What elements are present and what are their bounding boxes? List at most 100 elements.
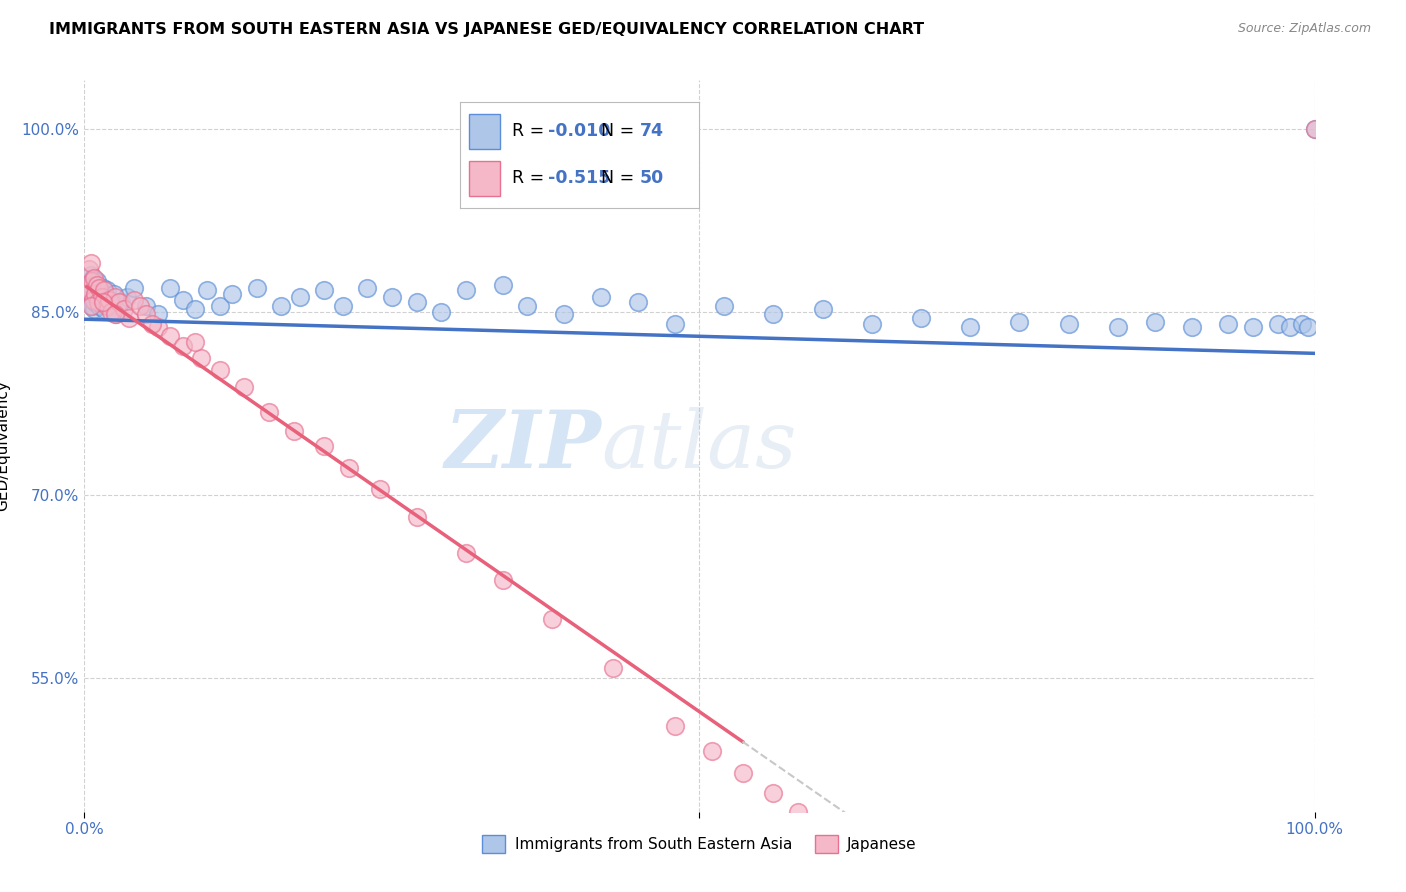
Point (98, 293, 120, 307)
Point (860, 317, 883, 331)
Point (148, 319, 170, 334)
Point (77, 283, 100, 297)
Point (811, 302, 834, 317)
Point (337, 461, 360, 475)
Point (76, 280, 98, 294)
Point (1181, 319, 1204, 334)
Point (627, 295, 650, 310)
Point (1303, 122, 1326, 136)
Point (700, 744, 723, 758)
Point (79, 283, 101, 297)
Point (141, 317, 163, 331)
Point (79, 274, 101, 288)
Point (381, 290, 404, 304)
Point (731, 765, 754, 780)
Point (910, 311, 932, 326)
Point (86, 278, 108, 293)
Point (87, 280, 111, 294)
Point (270, 299, 292, 313)
Point (1218, 317, 1240, 331)
Point (602, 661, 624, 675)
Point (1008, 315, 1031, 329)
Point (541, 612, 564, 626)
Point (122, 293, 145, 307)
Point (82, 270, 104, 285)
Point (1298, 319, 1320, 334)
Point (82, 293, 104, 307)
Point (79, 268, 101, 283)
Point (492, 278, 515, 293)
Point (762, 307, 785, 321)
Point (82, 293, 104, 307)
Point (184, 302, 207, 317)
Point (283, 425, 305, 439)
Text: IMMIGRANTS FROM SOUTH EASTERN ASIA VS JAPANESE GED/EQUIVALENCY CORRELATION CHART: IMMIGRANTS FROM SOUTH EASTERN ASIA VS JA… (49, 22, 924, 37)
Point (128, 299, 150, 313)
Point (762, 787, 785, 801)
Point (100, 305, 122, 319)
Point (664, 317, 686, 331)
Point (246, 280, 269, 294)
Point (93, 283, 115, 297)
Point (314, 283, 336, 297)
Point (454, 283, 477, 297)
Point (314, 439, 336, 453)
Point (117, 290, 139, 304)
Point (172, 339, 194, 353)
Point (80, 274, 103, 288)
Point (1303, 122, 1326, 136)
Point (87, 299, 111, 313)
Point (87, 295, 110, 310)
Point (118, 311, 141, 326)
Point (454, 546, 477, 560)
Y-axis label: GED/Equivalency: GED/Equivalency (0, 381, 10, 511)
Point (77, 286, 100, 301)
Point (108, 295, 131, 310)
Point (208, 363, 231, 377)
Point (90, 290, 112, 304)
Point (233, 380, 256, 394)
Point (257, 405, 280, 419)
Point (84, 295, 107, 310)
Point (91, 295, 114, 310)
Point (208, 299, 231, 313)
Point (84, 286, 107, 301)
Point (110, 295, 132, 310)
Point (90, 295, 112, 310)
Point (959, 319, 981, 334)
Point (1279, 319, 1302, 334)
Point (79, 256, 101, 270)
Point (184, 335, 207, 350)
Point (83, 302, 105, 317)
Point (80, 299, 103, 313)
Point (98, 293, 120, 307)
Point (787, 805, 810, 819)
Point (100, 299, 122, 313)
Point (104, 290, 127, 304)
Point (221, 286, 243, 301)
Point (1267, 317, 1289, 331)
Point (79, 262, 101, 277)
Point (368, 482, 391, 496)
Point (87, 286, 111, 301)
Point (356, 280, 378, 294)
Point (122, 280, 145, 294)
Point (83, 270, 105, 285)
Point (104, 307, 127, 321)
Point (135, 307, 157, 321)
Point (83, 278, 105, 293)
Point (84, 283, 107, 297)
Point (86, 290, 108, 304)
Point (1107, 319, 1129, 334)
Point (1057, 317, 1080, 331)
Point (87, 280, 110, 294)
Point (112, 302, 135, 317)
Point (197, 283, 219, 297)
Legend: Immigrants from South Eastern Asia, Japanese: Immigrants from South Eastern Asia, Japa… (477, 829, 922, 859)
Point (96, 283, 118, 297)
Point (288, 290, 311, 304)
Point (332, 299, 354, 313)
Point (94, 290, 117, 304)
Point (172, 293, 194, 307)
Point (591, 290, 613, 304)
